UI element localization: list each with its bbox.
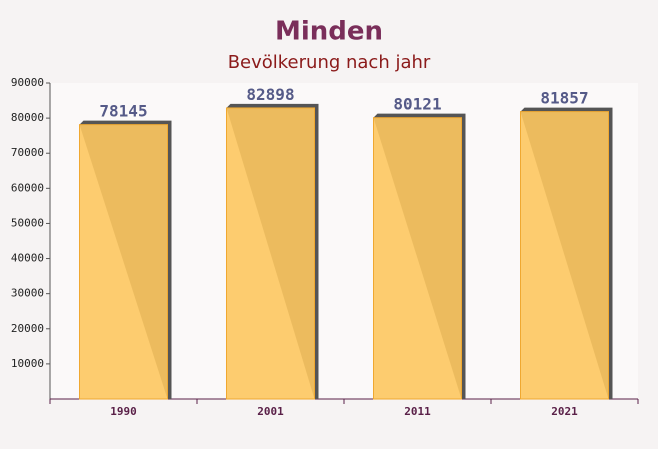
value-label: 80121: [393, 95, 441, 114]
y-tick-label: 10000: [11, 357, 44, 370]
y-tick-label: 90000: [11, 76, 44, 89]
y-tick-label: 20000: [11, 322, 44, 335]
x-tick-label: 2001: [257, 405, 284, 418]
x-tick-label: 1990: [110, 405, 137, 418]
y-tick-label: 60000: [11, 181, 44, 194]
x-tick-label: 2021: [551, 405, 578, 418]
chart-title: Minden: [275, 17, 383, 47]
y-tick-label: 80000: [11, 111, 44, 124]
chart-subtitle: Bevölkerung nach jahr: [228, 52, 431, 73]
bar: [79, 124, 168, 400]
y-tick-label: 50000: [11, 216, 44, 229]
y-tick-label: 40000: [11, 252, 44, 265]
value-label: 82898: [246, 85, 294, 104]
x-tick-label: 2011: [404, 405, 431, 418]
value-label: 81857: [540, 89, 588, 108]
value-label: 78145: [99, 102, 147, 121]
bar: [520, 111, 609, 400]
y-tick-label: 70000: [11, 146, 44, 159]
bar: [373, 117, 462, 400]
bar: [226, 107, 315, 400]
y-tick-label: 30000: [11, 287, 44, 300]
